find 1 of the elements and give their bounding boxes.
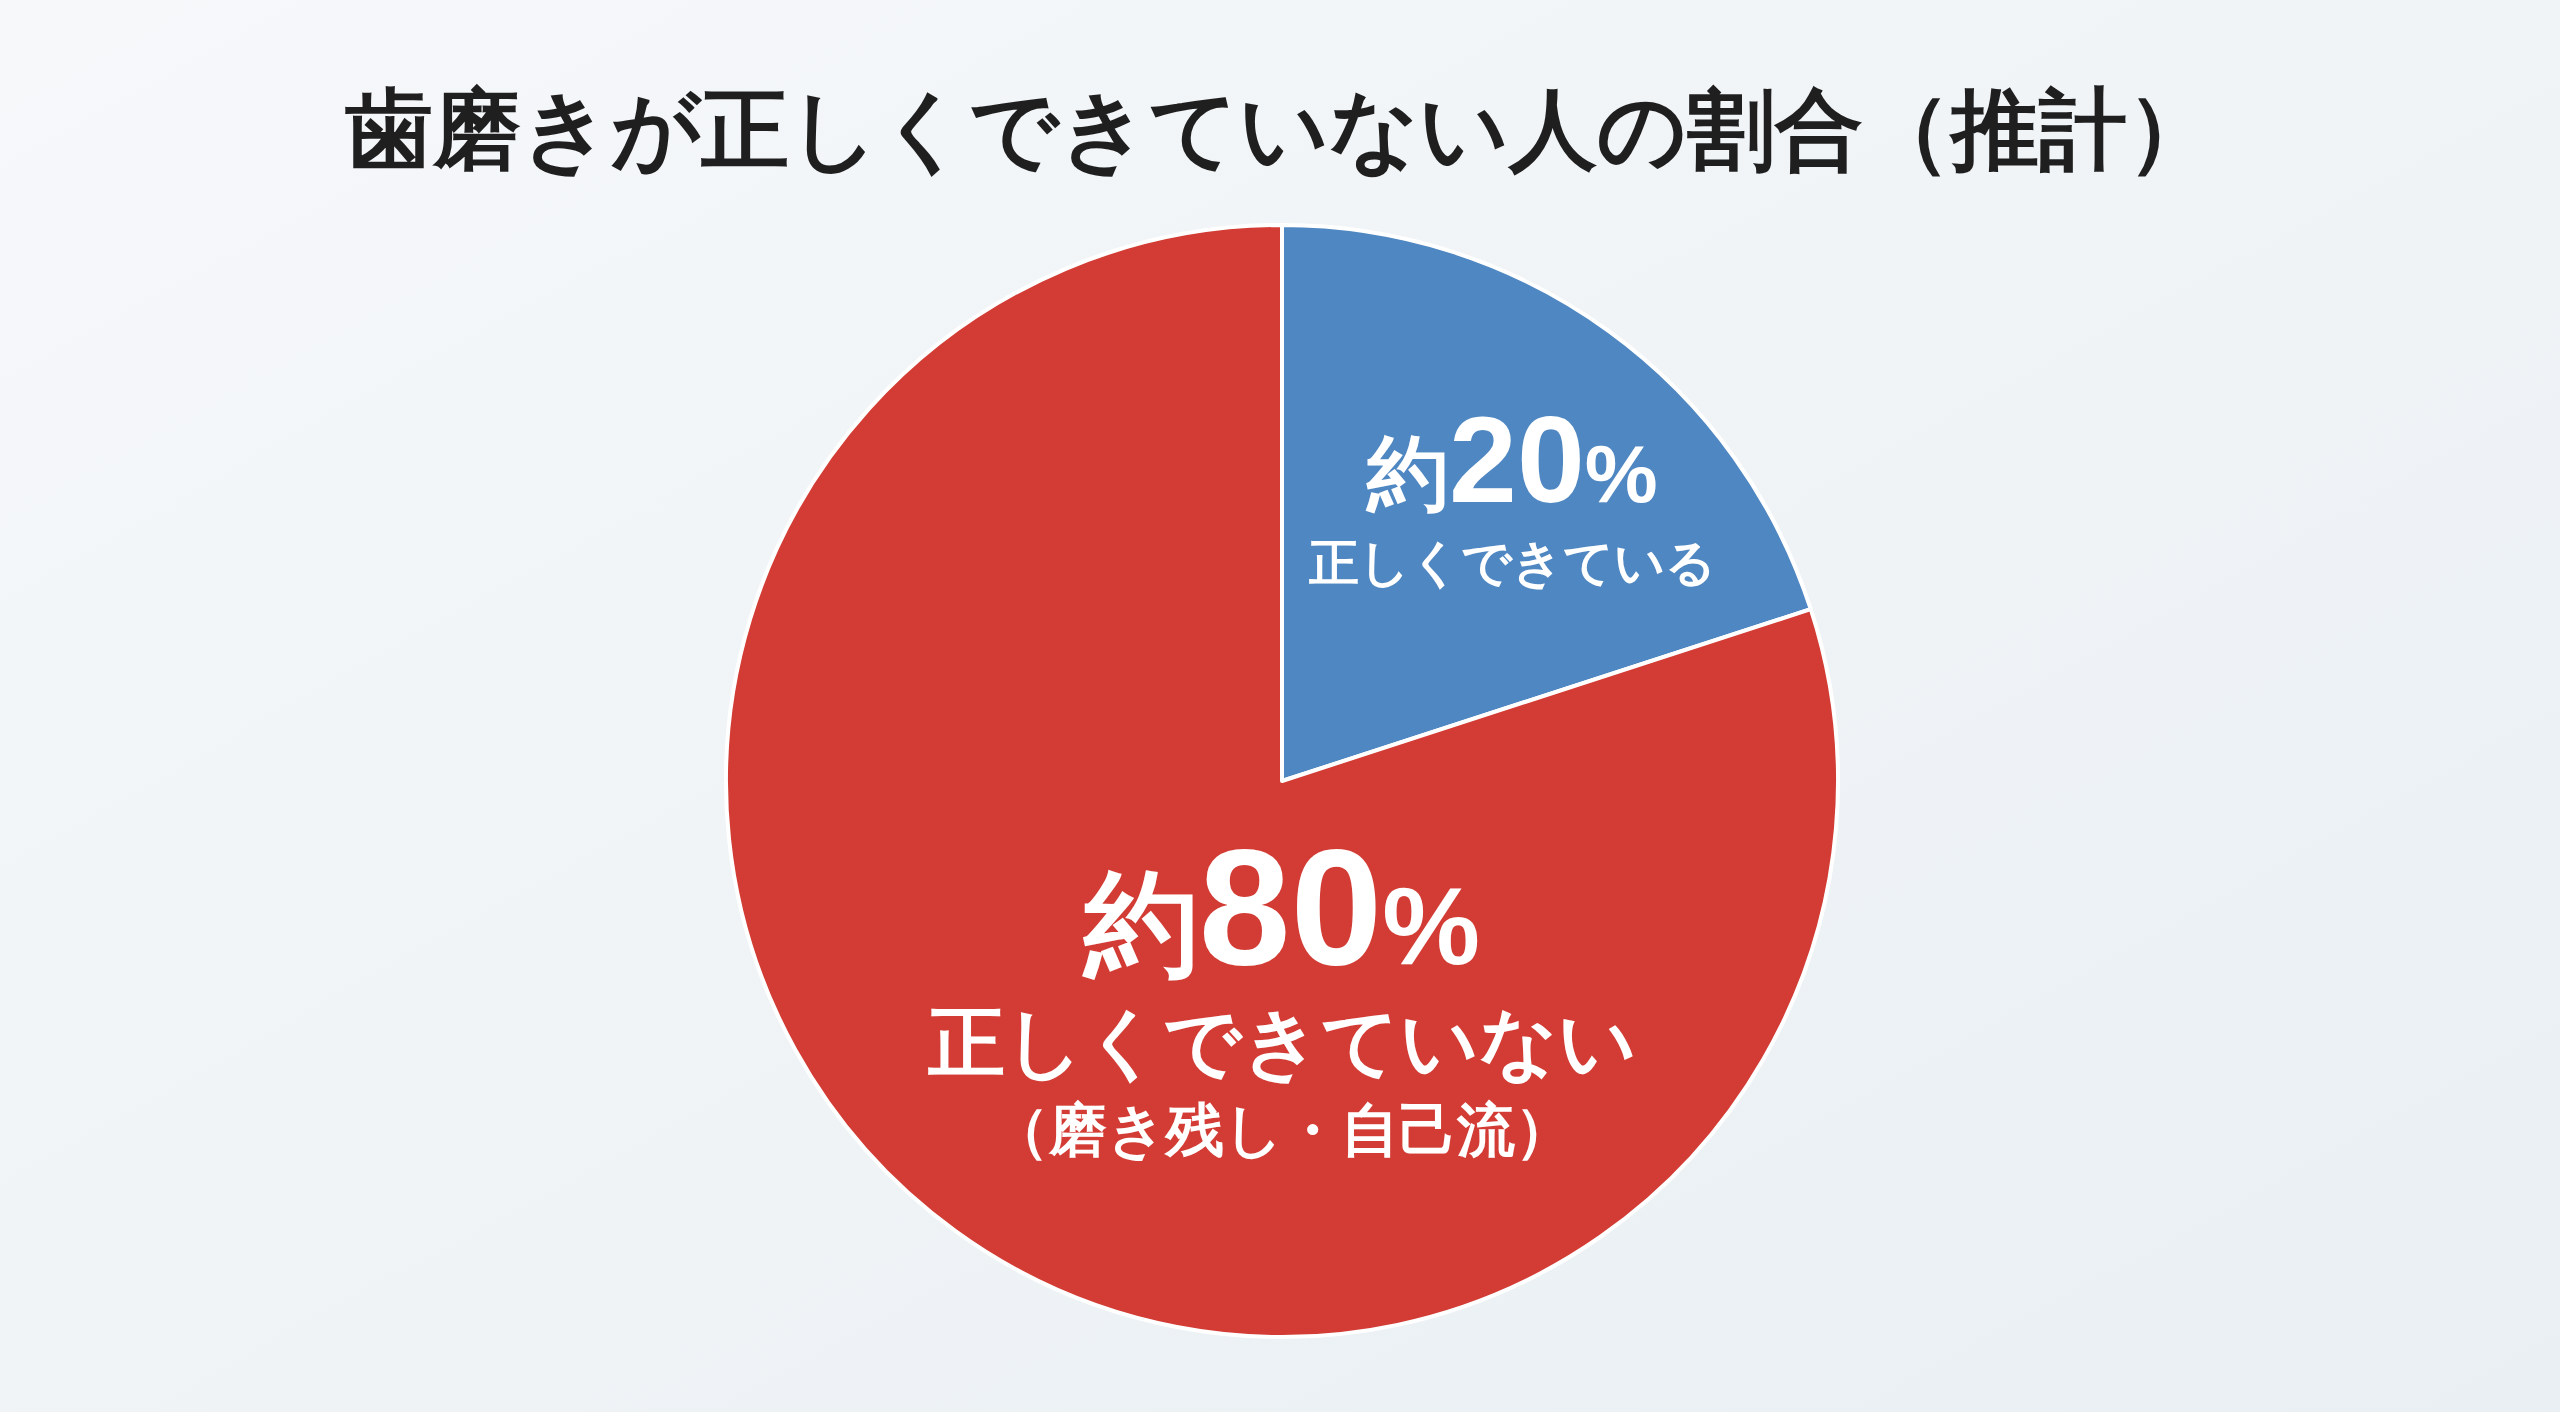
title: 歯磨きが正しくできていない人の割合（推計） [345, 80, 2215, 179]
